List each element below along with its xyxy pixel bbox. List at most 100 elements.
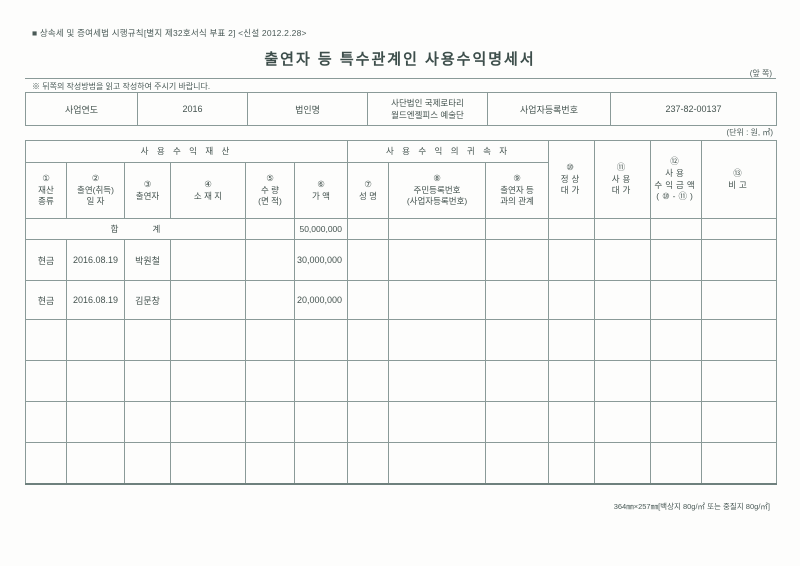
empty-cell xyxy=(594,319,652,361)
empty-cell xyxy=(701,442,778,484)
property-type-cell: 현금 xyxy=(25,239,67,281)
empty-cell xyxy=(548,442,596,484)
empty-cell xyxy=(594,360,652,402)
table-row: 현금 2016.08.19 김문창 20,000,000 xyxy=(25,280,778,320)
empty-cell xyxy=(548,401,596,443)
empty-cell xyxy=(245,442,295,484)
empty-cell xyxy=(485,442,550,484)
table-row: 현금 2016.08.19 박원철 30,000,000 xyxy=(25,239,778,281)
col-header-name: ⑦ 성 명 xyxy=(347,162,390,219)
empty-cell xyxy=(293,442,349,484)
empty-cell xyxy=(548,218,596,240)
table-row-empty xyxy=(25,319,778,361)
business-info-table: 사업연도 2016 법인명 사단법인 국제로타리 월드엔젤피스 예술단 사업자등… xyxy=(25,92,777,126)
empty-cell xyxy=(293,360,349,402)
empty-cell xyxy=(701,280,778,320)
empty-cell xyxy=(25,360,67,402)
empty-cell xyxy=(347,218,390,240)
sum-label: 합 계 xyxy=(25,218,246,240)
empty-cell xyxy=(347,442,390,484)
contributor-cell: 박원철 xyxy=(124,239,171,281)
corp-name-value: 사단법인 국제로타리 월드엔젤피스 예술단 xyxy=(367,92,488,126)
col-header-profit-amount: ⑫ 사용 수익금액 (⑩-⑪) xyxy=(650,140,703,219)
empty-cell xyxy=(485,280,550,320)
empty-cell xyxy=(485,319,550,361)
empty-cell xyxy=(388,280,487,320)
empty-cell xyxy=(124,319,171,361)
empty-cell xyxy=(66,319,125,361)
col-header-property-type: ① 재산 종류 xyxy=(25,162,67,219)
empty-cell xyxy=(701,218,778,240)
empty-cell xyxy=(388,442,487,484)
empty-cell xyxy=(293,401,349,443)
date-cell: 2016.08.19 xyxy=(66,239,125,281)
empty-cell xyxy=(594,239,652,281)
empty-cell xyxy=(485,360,550,402)
empty-cell xyxy=(548,319,596,361)
empty-cell xyxy=(650,280,703,320)
empty-cell xyxy=(548,280,596,320)
empty-cell xyxy=(701,319,778,361)
col-header-value: ⑥ 가 액 xyxy=(293,162,349,219)
business-year-value: 2016 xyxy=(137,92,248,126)
empty-cell xyxy=(124,360,171,402)
empty-cell xyxy=(594,280,652,320)
empty-cell xyxy=(170,401,246,443)
horizontal-rule xyxy=(25,78,776,79)
empty-cell xyxy=(388,239,487,281)
col-header-normal-price: ⑩ 정상 대가 xyxy=(548,140,596,219)
empty-cell xyxy=(245,401,295,443)
empty-cell xyxy=(388,218,487,240)
empty-cell xyxy=(701,239,778,281)
empty-cell xyxy=(388,319,487,361)
sum-amount: 50,000,000 xyxy=(293,218,349,240)
business-info-row: 사업연도 2016 법인명 사단법인 국제로타리 월드엔젤피스 예술단 사업자등… xyxy=(25,92,777,126)
empty-cell xyxy=(66,442,125,484)
empty-cell xyxy=(170,280,246,320)
use-profit-table: 사 용 수 익 재 산 사 용 수 익 의 귀 속 자 ⑩ 정상 대가 ⑪ 사용… xyxy=(24,140,778,485)
col-header-remarks: ⑬ 비고 xyxy=(701,140,778,219)
empty-cell xyxy=(293,319,349,361)
empty-cell xyxy=(594,218,652,240)
col-header-contribution-date: ② 출연(취득) 일 자 xyxy=(66,162,125,219)
value-cell: 30,000,000 xyxy=(293,239,349,281)
front-side-label: (앞 쪽) xyxy=(749,69,772,78)
empty-cell xyxy=(388,401,487,443)
empty-cell xyxy=(245,218,295,240)
empty-cell xyxy=(650,360,703,402)
empty-cell xyxy=(594,442,652,484)
empty-cell xyxy=(25,319,67,361)
col-header-quantity: ⑤ 수 량 (면 적) xyxy=(245,162,295,219)
empty-cell xyxy=(170,360,246,402)
group-header-property: 사 용 수 익 재 산 xyxy=(24,140,349,163)
empty-cell xyxy=(650,401,703,443)
empty-cell xyxy=(701,360,778,402)
empty-cell xyxy=(650,239,703,281)
contributor-cell: 김문창 xyxy=(124,280,171,320)
empty-cell xyxy=(25,442,67,484)
business-reg-value: 237-82-00137 xyxy=(610,92,777,126)
empty-cell xyxy=(650,218,703,240)
empty-cell xyxy=(347,280,390,320)
empty-cell xyxy=(347,401,390,443)
col-header-resident-reg-no: ⑧ 주민등록번호 (사업자등록번호) xyxy=(388,162,487,219)
unit-note: (단위 : 원, ㎡) xyxy=(726,128,773,137)
empty-cell xyxy=(124,401,171,443)
empty-cell xyxy=(347,319,390,361)
col-header-relationship: ⑨ 출연자 등 과의 관계 xyxy=(485,162,550,219)
empty-cell xyxy=(245,319,295,361)
empty-cell xyxy=(170,442,246,484)
empty-cell xyxy=(170,239,246,281)
empty-cell xyxy=(66,401,125,443)
table-row-empty xyxy=(25,360,778,402)
table-row-empty xyxy=(25,401,778,443)
instruction-note: ※ 뒤쪽의 작성방법을 읽고 작성하여 주시기 바랍니다. xyxy=(32,82,211,91)
property-type-cell: 현금 xyxy=(25,280,67,320)
empty-cell xyxy=(347,239,390,281)
business-reg-label: 사업자등록번호 xyxy=(487,92,611,126)
empty-cell xyxy=(347,360,390,402)
group-header-row: 사 용 수 익 재 산 사 용 수 익 의 귀 속 자 ⑩ 정상 대가 ⑪ 사용… xyxy=(24,140,778,219)
empty-cell xyxy=(594,401,652,443)
date-cell: 2016.08.19 xyxy=(66,280,125,320)
